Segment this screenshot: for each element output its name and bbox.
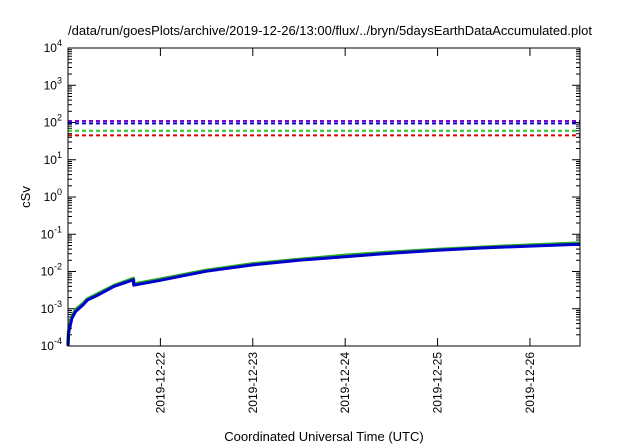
chart-title: /data/run/goesPlots/archive/2019-12-26/1… [68, 23, 592, 38]
x-tick-label: 2019-12-24 [338, 352, 352, 414]
series-lines [66, 241, 581, 347]
y-tick-label: 10-2 [41, 262, 62, 279]
y-tick-label: 103 [44, 75, 62, 92]
x-axis-ticks: 2019-12-22 2019-12-23 2019-12-24 2019-12-25… [153, 48, 537, 413]
plot-frame [67, 47, 581, 347]
y-axis-ticks: 10-4 10-3 10-2 10-1 100 101 102 103 104 [41, 38, 580, 353]
series-line [66, 242, 581, 347]
y-tick-label: 101 [44, 150, 62, 167]
x-tick-label: 2019-12-22 [153, 352, 167, 414]
x-tick-label: 2019-12-26 [523, 352, 537, 414]
x-tick-label: 2019-12-25 [431, 352, 445, 414]
x-tick-label: 2019-12-23 [246, 352, 260, 414]
y-tick-label: 102 [44, 113, 62, 130]
reference-lines [68, 119, 580, 137]
y-tick-label: 104 [44, 38, 62, 55]
y-tick-label: 100 [44, 187, 62, 204]
y-tick-label: 10-1 [41, 224, 62, 241]
y-axis-label: cSv [18, 186, 33, 208]
y-tick-label: 10-4 [41, 336, 62, 353]
y-tick-label: 10-3 [41, 299, 62, 316]
x-axis-label: Coordinated Universal Time (UTC) [224, 429, 423, 444]
